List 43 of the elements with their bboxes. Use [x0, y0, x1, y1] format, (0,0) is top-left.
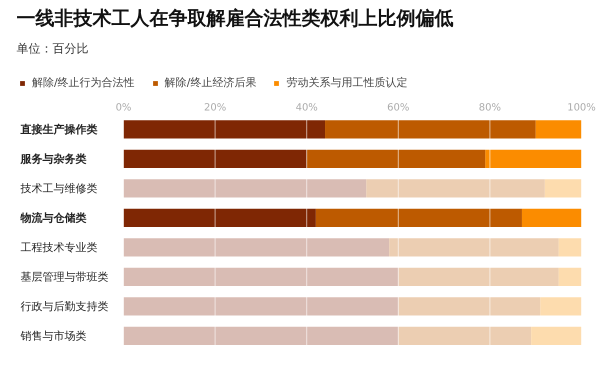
- bar: [306, 150, 486, 168]
- y-tick-label: 销售与市场类: [20, 329, 86, 342]
- legend-label: 解除/终止经济后果: [164, 75, 256, 90]
- bar: [398, 268, 559, 286]
- bar: [536, 120, 582, 138]
- bar: [124, 238, 390, 256]
- legend-label: 劳动关系与用工性质认定: [286, 75, 408, 90]
- legend-label: 解除/终止行为合法性: [32, 75, 135, 90]
- bar: [124, 179, 366, 198]
- x-tick-label: 60%: [387, 102, 410, 114]
- bar: [540, 297, 582, 316]
- bar: [558, 238, 582, 256]
- y-tick-label: 行政与后勤支持类: [20, 300, 108, 313]
- bar: [558, 268, 582, 286]
- y-tick-label: 物流与仓储类: [20, 211, 86, 224]
- bar: [124, 150, 307, 168]
- bar: [124, 120, 326, 138]
- bar: [389, 238, 559, 256]
- chart-title: 一线非技术工人在争取解雇合法性类权利上比例偏低: [16, 8, 454, 30]
- bar: [124, 208, 316, 227]
- bar: [366, 179, 545, 198]
- y-tick-label: 技术工与维修类: [20, 182, 98, 195]
- y-tick-label: 直接生产操作类: [20, 122, 98, 136]
- bar: [398, 326, 532, 345]
- bar: [531, 326, 582, 345]
- y-tick-label: 基层管理与带班类: [20, 270, 108, 284]
- y-tick-label: 工程技术专业类: [20, 240, 98, 254]
- bar: [124, 326, 398, 345]
- bar: [398, 297, 540, 316]
- x-tick-label: 40%: [296, 102, 318, 114]
- y-tick-label: 服务与杂务类: [20, 152, 86, 166]
- x-tick-label: 0%: [116, 102, 132, 114]
- bar: [124, 268, 398, 286]
- bar: [325, 120, 536, 138]
- bar: [124, 297, 398, 316]
- bar: [522, 208, 582, 227]
- x-tick-label: 100%: [567, 102, 596, 114]
- bar: [316, 208, 522, 227]
- bar: [485, 150, 582, 168]
- chart-subtitle: 单位：百分比: [16, 42, 88, 56]
- bar: [544, 179, 582, 198]
- x-tick-label: 80%: [478, 102, 502, 114]
- x-tick-label: 20%: [204, 102, 226, 114]
